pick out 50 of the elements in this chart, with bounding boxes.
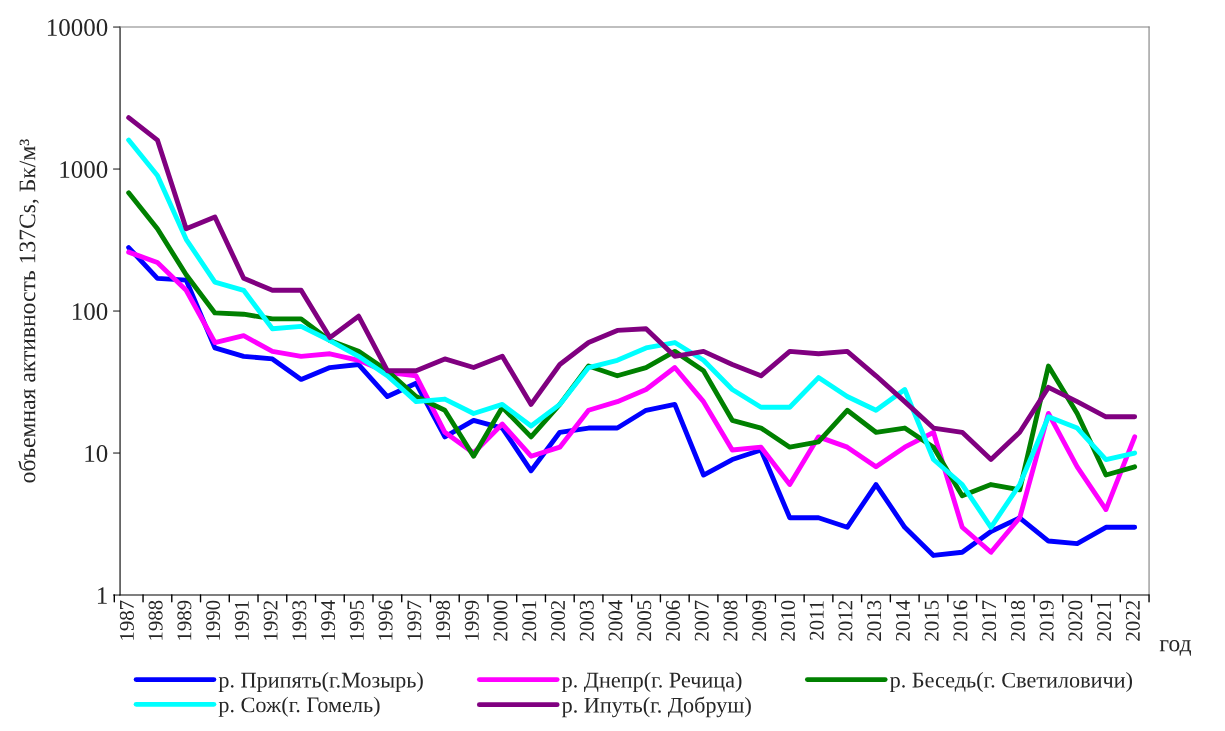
- x-tick-label: 2020: [1068, 600, 1083, 641]
- y-tick-label: 100: [72, 303, 108, 320]
- x-tick-label: 1988: [148, 600, 163, 640]
- x-tick-label: 2018: [1010, 600, 1025, 641]
- x-tick-label: 2002: [550, 601, 566, 641]
- x-tick-label: 1999: [464, 600, 479, 640]
- y-tick-label: 10: [85, 445, 108, 462]
- legend-label: р. Сож(г. Гомель): [218, 696, 380, 717]
- legend-label: р. Днепр(г. Речица): [561, 671, 742, 693]
- x-tick-label: 2011: [809, 601, 824, 640]
- x-tick-label: 2003: [579, 600, 594, 641]
- x-tick-label: 2013: [867, 600, 882, 641]
- x-tick-label: 2012: [838, 601, 853, 641]
- line-series: [126, 137, 1138, 530]
- legend-label: р. Припять(г.Мозырь): [218, 671, 423, 693]
- x-tick-label: 2009: [752, 600, 767, 641]
- x-tick-label: 2022: [1125, 601, 1140, 641]
- x-tick-label: 1994: [321, 600, 336, 640]
- x-tick-label: 2001: [522, 601, 537, 641]
- x-tick-label: 1998: [436, 600, 451, 640]
- x-tick-label: 1991: [234, 601, 249, 640]
- x-tick-label: 2010: [780, 600, 795, 641]
- x-tick-label: 1997: [407, 600, 422, 640]
- x-tick-label: 2017: [982, 600, 997, 641]
- x-axis-title: год: [1159, 640, 1192, 656]
- x-tick-label: 1987: [119, 600, 134, 640]
- x-tick-label: 2014: [895, 600, 910, 641]
- legend-label: р. Ипуть(г. Добруш): [561, 696, 751, 718]
- x-tick-label: 2005: [637, 600, 652, 641]
- line-series: [126, 115, 1138, 462]
- x-tick-label: 2006: [665, 600, 681, 641]
- legend-label: р. Беседь(г. Светиловичи): [889, 671, 1132, 693]
- x-tick-label: 2000: [493, 600, 508, 641]
- y-tick-label: 10000: [47, 19, 108, 36]
- x-tick-label: 2021: [1097, 601, 1112, 641]
- x-tick-label: 2016: [953, 600, 968, 641]
- x-tick-label: 2019: [1039, 600, 1054, 641]
- x-tick-label: 1990: [206, 600, 221, 640]
- y-axis-title: объемная активность 137Cs, Бк/м³: [18, 139, 39, 483]
- x-tick-label: 2008: [723, 600, 738, 641]
- x-tick-label: 1996: [378, 600, 393, 640]
- y-tick-label: 1000: [60, 161, 108, 178]
- x-tick-label: 1989: [177, 600, 192, 640]
- y-tick-label: 1: [97, 587, 107, 604]
- x-tick-label: 1993: [292, 600, 307, 640]
- x-tick-label: 2015: [924, 600, 939, 641]
- x-tick-label: 1995: [349, 600, 364, 640]
- x-tick-label: 2007: [694, 600, 709, 641]
- x-tick-label: 2004: [608, 600, 623, 641]
- x-tick-label: 1992: [263, 601, 278, 640]
